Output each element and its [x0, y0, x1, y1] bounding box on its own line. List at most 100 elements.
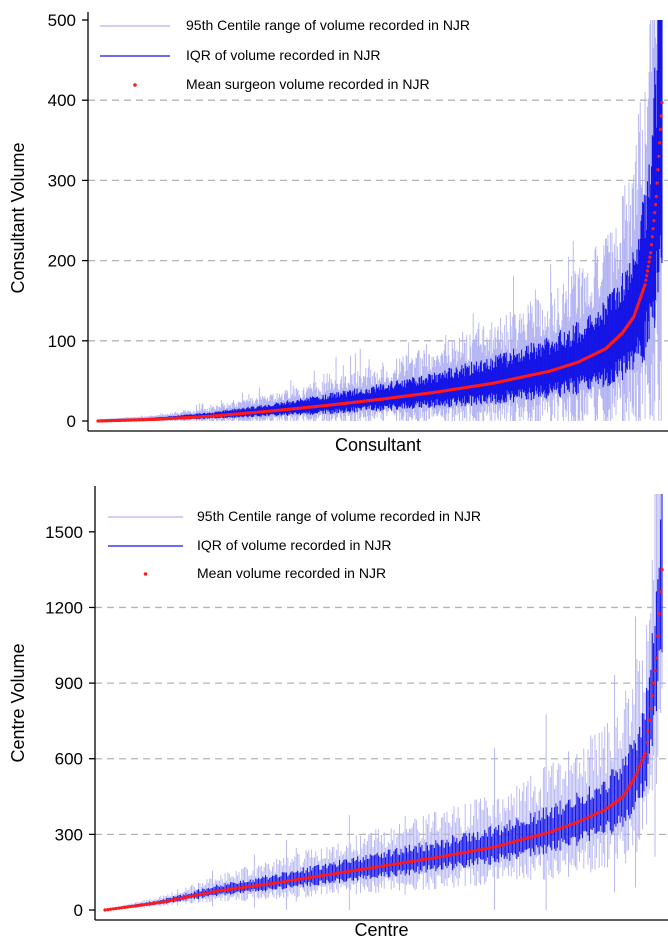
y-tick-label: 1500	[45, 523, 83, 542]
iqr-bars	[104, 494, 663, 910]
mean-point	[103, 908, 107, 912]
mean-point	[159, 900, 163, 905]
mean-point	[569, 822, 573, 826]
mean-point	[591, 813, 596, 817]
mean-point	[262, 883, 266, 887]
mean-point	[438, 855, 442, 859]
mean-point	[402, 861, 406, 865]
mean-point	[657, 154, 661, 158]
mean-point	[424, 857, 428, 861]
mean-point	[136, 903, 141, 908]
mean-point	[656, 168, 660, 172]
mean-point	[108, 907, 113, 911]
y-tick-label: 1200	[45, 598, 83, 617]
mean-point	[564, 824, 568, 828]
mean-point	[377, 865, 381, 869]
mean-point	[583, 817, 587, 821]
mean-point	[371, 865, 375, 870]
mean-point	[580, 818, 585, 822]
mean-point	[650, 694, 654, 698]
mean-point	[594, 812, 598, 816]
mean-point	[511, 840, 515, 844]
mean-point	[329, 872, 333, 876]
mean-point	[647, 718, 652, 722]
mean-point	[418, 858, 423, 862]
mean-point	[206, 891, 210, 895]
legend: 95th Centile range of volume recorded in…	[108, 508, 481, 581]
mean-point	[471, 849, 476, 853]
mean-point	[646, 264, 650, 269]
mean-point	[658, 127, 662, 132]
mean-point	[656, 634, 660, 638]
mean-point	[259, 883, 263, 887]
mean-point	[226, 887, 230, 892]
mean-point	[638, 764, 642, 769]
mean-point	[524, 836, 529, 840]
mean-point	[374, 865, 378, 869]
mean-point	[659, 590, 663, 594]
mean-point	[111, 907, 115, 911]
range-bars	[104, 494, 663, 910]
y-tick-label: 600	[55, 750, 83, 769]
mean-point	[360, 867, 364, 871]
mean-point	[128, 904, 132, 909]
iqr-bars	[97, 20, 663, 421]
axes: 0 100 200 300 400 500	[48, 11, 668, 432]
mean-point	[586, 815, 590, 820]
mean-point	[435, 855, 439, 859]
mean-point	[173, 897, 177, 902]
mean-points	[96, 101, 664, 423]
mean-point	[643, 752, 647, 756]
mean-point	[541, 832, 545, 836]
mean-point	[651, 227, 655, 231]
mean-point	[223, 888, 227, 892]
mean-point	[293, 878, 297, 882]
legend-label-range: 95th Centile range of volume recorded in…	[186, 17, 470, 33]
mean-point	[649, 706, 653, 711]
mean-point	[413, 859, 417, 863]
mean-point	[332, 872, 336, 876]
mean-point	[120, 906, 124, 910]
mean-point	[296, 877, 300, 882]
mean-point	[657, 612, 661, 616]
mean-point	[555, 827, 559, 832]
mean-point	[647, 260, 651, 264]
mean-point	[368, 866, 372, 870]
mean-point	[245, 885, 249, 889]
legend-label-mean: Mean surgeon volume recorded in NJR	[186, 76, 430, 92]
mean-point	[421, 857, 425, 862]
mean-point	[552, 828, 557, 833]
mean-point	[530, 835, 534, 839]
mean-point	[290, 878, 294, 882]
mean-point	[649, 243, 654, 247]
mean-point	[304, 876, 308, 880]
mean-point	[427, 857, 431, 861]
mean-point	[114, 906, 118, 911]
mean-point	[212, 890, 216, 894]
mean-point	[187, 895, 191, 899]
mean-point	[282, 880, 286, 884]
mean-points	[103, 568, 664, 912]
mean-point	[220, 888, 224, 892]
mean-point	[307, 876, 311, 880]
mean-point	[463, 850, 467, 854]
legend-label-mean: Mean volume recorded in NJR	[197, 565, 386, 581]
mean-point	[653, 202, 658, 207]
mean-point	[145, 902, 149, 906]
mean-point	[215, 889, 219, 893]
mean-point	[488, 846, 492, 850]
legend-swatch-mean	[143, 572, 148, 576]
mean-point	[156, 901, 160, 905]
y-axis-title: Consultant Volume	[8, 142, 28, 293]
mean-point	[404, 860, 409, 864]
mean-point	[335, 871, 339, 875]
mean-point	[499, 843, 504, 847]
legend: 95th Centile range of volume recorded in…	[100, 17, 470, 92]
mean-point	[635, 771, 639, 775]
mean-point	[444, 854, 448, 858]
mean-point	[578, 819, 582, 823]
mean-point	[287, 879, 291, 883]
mean-point	[455, 852, 459, 856]
mean-point	[229, 887, 233, 891]
y-tick-label: 300	[48, 171, 76, 190]
